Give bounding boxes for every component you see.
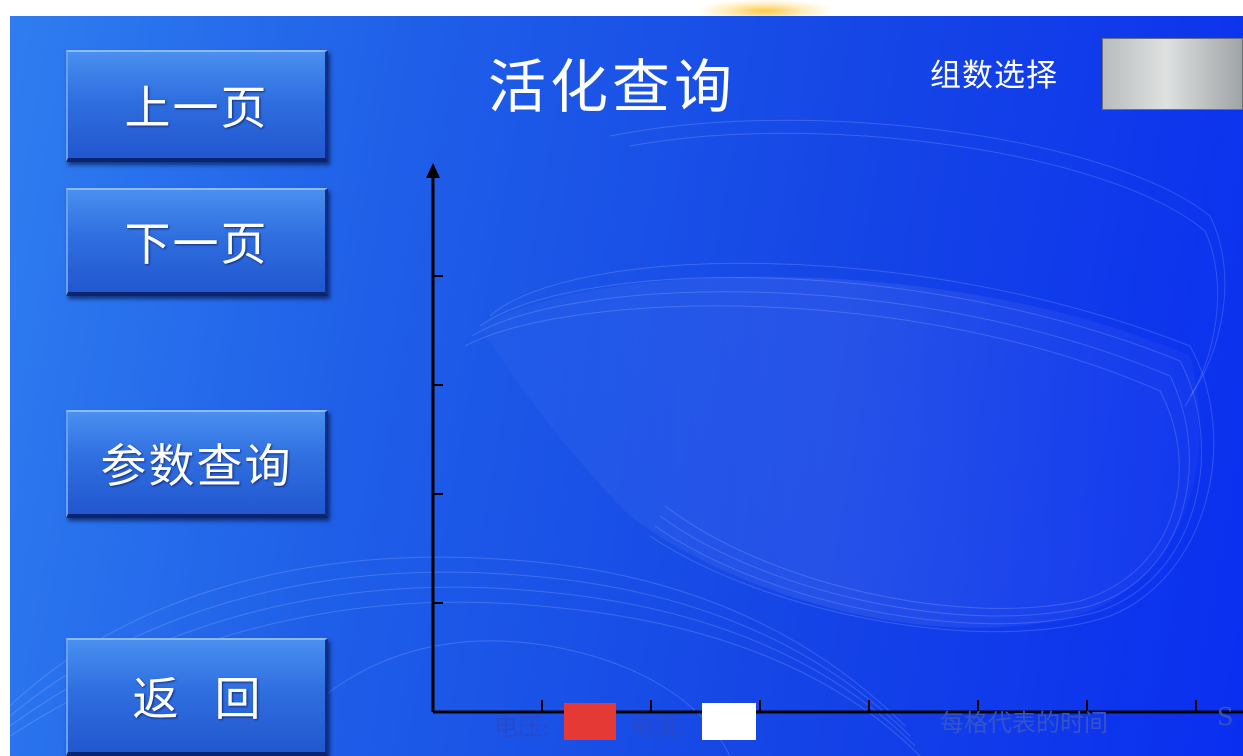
param-query-button[interactable]: 参数查询 bbox=[66, 410, 328, 518]
legend-current-label: 电流: bbox=[630, 713, 687, 741]
time-unit-label: S bbox=[1217, 703, 1234, 731]
legend-voltage-swatch bbox=[564, 703, 616, 740]
time-per-division-label: 每格代表的时间 bbox=[940, 709, 1108, 737]
legend-current-swatch bbox=[702, 703, 756, 740]
group-select-button[interactable] bbox=[1102, 38, 1243, 110]
legend-voltage-label: 电压: bbox=[494, 713, 551, 741]
group-select-label: 组数选择 bbox=[930, 58, 1058, 94]
background-swirl bbox=[10, 119, 1243, 756]
prev-page-button[interactable]: 上一页 bbox=[66, 50, 328, 162]
hmi-screen: 上一页 下一页 参数查询 返回 活化查询 组数选择 bbox=[10, 16, 1243, 756]
page-title: 活化查询 bbox=[488, 53, 737, 121]
next-page-button[interactable]: 下一页 bbox=[66, 188, 328, 296]
y-axis-arrow bbox=[426, 163, 440, 178]
back-button[interactable]: 返回 bbox=[66, 638, 328, 756]
